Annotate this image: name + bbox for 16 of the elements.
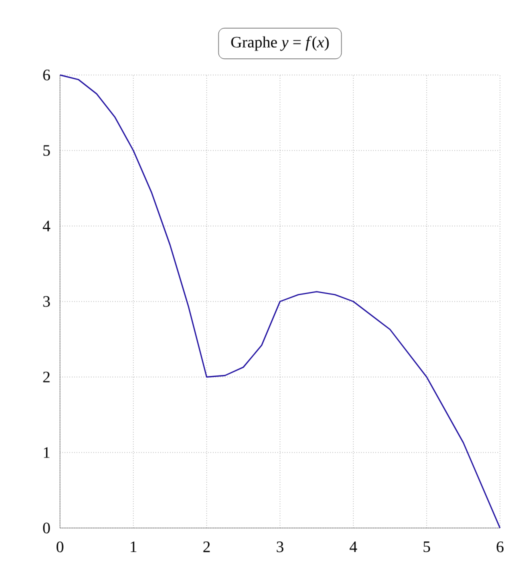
y-tick-label: 3 [43,296,50,307]
x-tick-label: 2 [203,542,210,552]
x-tick-label: 3 [276,542,284,552]
line-series [59,74,501,529]
y-tick-label: 2 [43,372,50,382]
x-tick-label: 1 [130,542,136,552]
x-tick-label: 6 [496,542,504,552]
y-tick-label: 6 [43,70,50,80]
x-tick-label: 4 [350,542,358,552]
y-tick-label: 5 [43,145,50,156]
x-tick-label: 0 [56,542,64,552]
y-tick-label: 4 [42,220,50,232]
chart-title: Graphe y = f(x) [231,36,329,51]
y-tick-label: 0 [43,522,50,534]
x-tick-label: 5 [424,542,430,552]
y-tick-label: 1 [44,447,50,458]
